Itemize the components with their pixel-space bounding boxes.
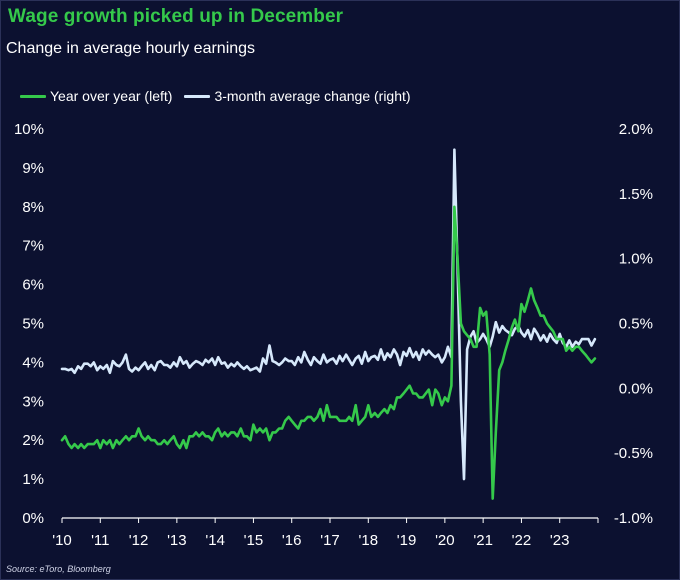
x-tick-label: '17 — [320, 532, 340, 549]
x-tick-label: '19 — [397, 532, 417, 549]
source-note: Source: eToro, Bloomberg — [6, 564, 111, 574]
x-tick-label: '21 — [473, 532, 493, 549]
x-tick-label: '18 — [359, 532, 379, 549]
legend-item-yoy: Year over year (left) — [20, 88, 172, 104]
y-right-tick-label: 2.0% — [619, 121, 653, 138]
y-left-tick-label: 1% — [22, 471, 44, 488]
y-left-tick-label: 3% — [22, 393, 44, 410]
y-left-tick-label: 2% — [22, 432, 44, 449]
y-left-tick-label: 9% — [22, 160, 44, 177]
x-tick-label: '13 — [167, 532, 187, 549]
y-left-tick-label: 4% — [22, 354, 44, 371]
y-right-tick-label: 0.5% — [619, 316, 653, 333]
y-right-tick-label: -0.5% — [614, 445, 653, 462]
y-left-tick-label: 8% — [22, 199, 44, 216]
x-tick-label: '23 — [550, 532, 570, 549]
chart-subtitle: Change in average hourly earnings — [6, 40, 256, 57]
x-tick-label: '12 — [129, 532, 149, 549]
y-right-tick-label: -1.0% — [614, 510, 653, 527]
y-right-tick-label: 0.0% — [619, 380, 653, 397]
y-left-tick-label: 7% — [22, 238, 44, 255]
legend-swatch-yoy — [20, 94, 46, 98]
x-tick-label: '14 — [205, 532, 225, 549]
x-axis: '10 '11 '12 '13 '14 '15 '16 '17 '18 '19 '20 '21 '22 '… — [52, 517, 599, 549]
y-axis-left: 0% 1% 2% 3% 4% 5% 6% 7% 8% 9% 10% — [14, 121, 44, 527]
x-tick-label: '20 — [435, 532, 455, 549]
y-left-tick-label: 5% — [22, 316, 44, 333]
series-lines — [60, 148, 597, 500]
legend-label-3m-avg: 3-month average change (right) — [214, 88, 411, 104]
series-line-yoy — [60, 205, 597, 500]
y-right-tick-label: 1.0% — [619, 251, 653, 268]
y-left-tick-label: 6% — [22, 277, 44, 294]
legend-swatch-3m-avg — [184, 94, 211, 98]
x-tick-label: '16 — [282, 532, 302, 549]
y-left-tick-label: 10% — [14, 121, 44, 138]
chart-title: Wage growth picked up in December — [8, 6, 344, 27]
chart-legend: Year over year (left) 3-month average ch… — [20, 88, 423, 104]
x-tick-label: '15 — [244, 532, 264, 549]
legend-item-3m-avg: 3-month average change (right) — [184, 88, 411, 104]
x-tick-label: '10 — [52, 532, 72, 549]
y-left-tick-label: 0% — [22, 510, 44, 527]
y-axis-right: -1.0% -0.5% 0.0% 0.5% 1.0% 1.5% 2.0% — [614, 121, 653, 527]
x-tick-label: '11 — [91, 532, 109, 549]
series-line-3m-avg — [60, 148, 597, 481]
x-tick-label: '22 — [512, 532, 532, 549]
y-right-tick-label: 1.5% — [619, 186, 653, 203]
legend-label-yoy: Year over year (left) — [50, 88, 173, 104]
